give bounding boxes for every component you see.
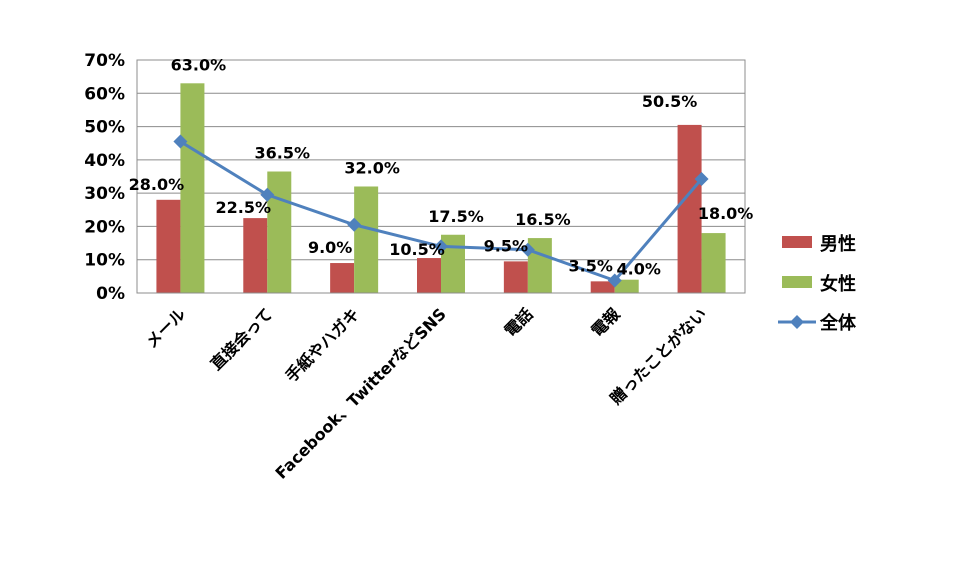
data-label-女性: 36.5% (255, 144, 311, 163)
line-marker (260, 187, 275, 202)
line-marker (607, 273, 622, 288)
data-label-女性: 32.0% (344, 158, 400, 177)
bar-女性 (354, 186, 379, 293)
data-label-女性: 4.0% (617, 260, 661, 279)
legend-swatch-男性 (782, 236, 812, 248)
y-tick-label: 70% (84, 51, 125, 71)
legend-marker (790, 315, 804, 329)
y-tick-label: 50% (84, 118, 125, 138)
bar-女性 (701, 233, 726, 293)
bar-男性 (417, 258, 441, 293)
y-tick-label: 40% (84, 151, 125, 171)
line-marker (347, 217, 362, 232)
gridlines (137, 59, 745, 294)
legend-label: 男性 (820, 233, 856, 255)
axes (136, 59, 746, 294)
bars (156, 83, 726, 294)
y-tick-label: 0% (96, 284, 125, 304)
data-labels: 28.0% 22.5% 9.0% 10.5% 9.5% 3.5% 50.5% 63.0% 36.… (129, 55, 754, 278)
data-label-男性: 9.0% (308, 238, 352, 257)
legend-label: 全体 (819, 312, 857, 334)
data-label-男性: 22.5% (216, 198, 272, 217)
y-tick-label: 60% (84, 84, 125, 104)
bar-男性 (156, 199, 181, 293)
data-label-女性: 63.0% (171, 55, 227, 74)
data-label-男性: 9.5% (484, 236, 528, 255)
bar-男性 (677, 124, 702, 294)
x-category-label: メール (142, 304, 189, 351)
line-marker (173, 134, 188, 149)
data-label-女性: 17.5% (428, 207, 484, 226)
bar-女性 (267, 171, 292, 293)
line-marker (434, 239, 448, 254)
line-marker (520, 242, 535, 257)
data-label-男性: 28.0% (129, 175, 185, 194)
data-label-男性: 10.5% (389, 240, 445, 259)
x-category-label: 電話 (501, 304, 537, 340)
y-axis-ticks: 0% 10% 20% 30% 40% 50% 60% 70% (84, 51, 125, 304)
line-marker (694, 171, 709, 186)
plot-area-border (136, 59, 746, 294)
legend-label: 女性 (820, 273, 856, 295)
bar-男性 (503, 261, 528, 293)
x-category-label: 贈ったことがない (606, 304, 710, 408)
bar-女性 (527, 238, 552, 293)
y-tick-label: 10% (84, 251, 125, 271)
bar-男性 (243, 218, 268, 293)
data-label-女性: 18.0% (698, 204, 754, 223)
y-tick-label: 20% (84, 217, 125, 237)
x-category-label: 電報 (587, 304, 624, 341)
bar-男性 (590, 281, 615, 293)
legend-swatch-女性 (782, 276, 812, 288)
y-tick-label: 30% (84, 184, 125, 204)
data-label-男性: 3.5% (569, 256, 613, 275)
bar-女性 (180, 83, 205, 293)
line-series (173, 134, 709, 288)
x-category-label: 直接会って (207, 304, 276, 373)
bar-男性 (330, 263, 355, 293)
data-label-男性: 50.5% (642, 92, 698, 111)
bar-女性 (614, 279, 639, 293)
x-category-label: 手紙やハガキ (282, 304, 363, 385)
data-label-女性: 16.5% (515, 210, 571, 229)
x-category-label: Facebook、TwitterなどSNS (272, 304, 450, 482)
